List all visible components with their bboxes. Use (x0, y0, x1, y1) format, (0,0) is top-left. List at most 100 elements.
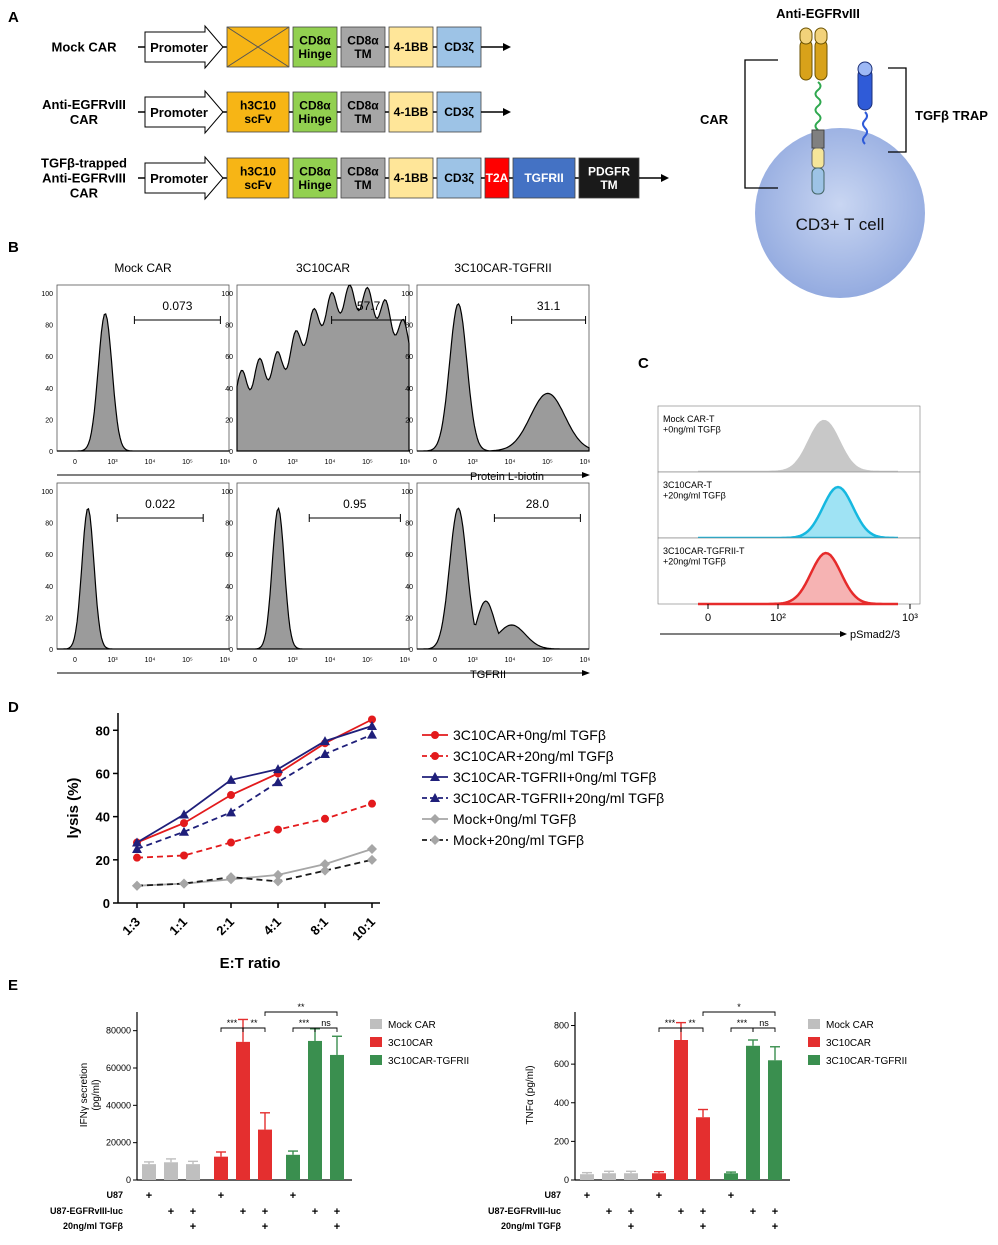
construct-segment (578, 157, 640, 199)
y-tick-label: 80 (405, 323, 413, 330)
significance-bracket (702, 1011, 776, 1016)
legend-swatch (808, 1055, 820, 1065)
x-tick-label: 10³ (287, 459, 298, 466)
y-tick-label: 40 (45, 386, 53, 393)
construct-segment (436, 91, 482, 133)
x-tick-label: 4:1 (260, 914, 284, 938)
series-line (136, 858, 373, 887)
condition-sign: + (772, 1206, 778, 1218)
legend-entry: 3C10CAR-TGFRII+0ng/ml TGFβ (453, 769, 656, 785)
y-tick-label: 0 (564, 1175, 569, 1185)
bar (602, 1173, 616, 1180)
y-tick-label: 100 (401, 291, 413, 298)
significance-label: ** (297, 1002, 305, 1012)
y-tick-label: 40 (405, 386, 413, 393)
significance-label: ** (250, 1018, 258, 1028)
y-tick-label: 0 (103, 896, 110, 911)
flow-axis-label: Protein L-biotin (470, 471, 544, 483)
bar (164, 1162, 178, 1180)
condition-sign: + (262, 1206, 268, 1218)
segment-label: CD3ζ (444, 105, 474, 119)
y-tick-label: 80 (225, 323, 233, 330)
significance-bracket (314, 1027, 338, 1032)
significance-label: *** (299, 1018, 310, 1028)
significance-bracket (264, 1011, 338, 1016)
panel-d: D 0 20 40 60 80 1:3 1:1 2:1 4:1 8:1 10:1 lysis (%) E… (8, 699, 664, 972)
y-tick-label: 80000 (106, 1026, 131, 1036)
y-tick-label: 0 (49, 647, 53, 654)
bar (186, 1164, 200, 1180)
construct-segment (436, 157, 482, 199)
series-line (136, 725, 373, 844)
condition-sign: + (772, 1221, 778, 1233)
data-point (321, 814, 329, 823)
promoter-label: Promoter (150, 40, 208, 55)
data-point (273, 876, 283, 887)
gate-percentage: 0.022 (145, 497, 175, 511)
x-tick-label: 10⁵ (362, 657, 373, 664)
data-point (180, 851, 188, 860)
track-label: 3C10CAR-T (663, 480, 713, 490)
data-point (132, 844, 142, 854)
y-tick-label: 800 (554, 1021, 569, 1031)
data-point (179, 809, 189, 819)
x-axis-label: E:T ratio (220, 955, 281, 972)
y-tick-label: 60 (45, 552, 53, 559)
segment-label: TM (600, 178, 617, 192)
data-point (367, 729, 377, 739)
condition-sign: + (168, 1206, 174, 1218)
track-label: 3C10CAR-TGFRII-T (663, 546, 745, 556)
legend-entry: 3C10CAR+0ng/ml TGFβ (453, 727, 606, 743)
construct-name: CAR (70, 186, 99, 201)
bar (308, 1040, 322, 1180)
condition-sign: + (190, 1221, 196, 1233)
x-tick-label: 10³ (467, 657, 478, 664)
series-line (136, 802, 373, 859)
y-tick-label: 80 (96, 723, 110, 738)
condition-sign: + (218, 1190, 224, 1202)
condition-sign: + (584, 1190, 590, 1202)
data-point (226, 774, 236, 784)
x-tick-label: 10⁴ (145, 657, 156, 664)
x-tick-label: 10⁵ (542, 459, 553, 466)
segment-label: CD8α (299, 164, 331, 178)
segment-label: CD8α (299, 98, 331, 112)
construct-segment (226, 157, 290, 199)
x-tick-label: 0 (73, 459, 77, 466)
x-tick-label: 10⁶ (400, 459, 411, 466)
x-tick-label: 10⁶ (400, 657, 411, 664)
data-point (226, 872, 236, 883)
car-label: CAR (700, 112, 729, 127)
segment-label: T2A (486, 171, 509, 185)
panel-label-d: D (8, 699, 19, 716)
segment-label: h3C10 (240, 164, 276, 178)
panel-e: E 0 20000 40000 60000 80000 IFNγ secretion (pg… (8, 977, 907, 1233)
car-bracket (744, 59, 778, 189)
y-tick-label: 0 (126, 1175, 131, 1185)
panel-label-e: E (8, 977, 18, 994)
segment-label: 4-1BB (394, 40, 429, 54)
data-point (132, 880, 142, 891)
segment-label: h3C10 (240, 98, 276, 112)
legend-marker (430, 772, 440, 781)
bar (696, 1117, 710, 1180)
condition-label: U87 (106, 1190, 123, 1200)
panel-label-b: B (8, 239, 19, 256)
legend-entry: 3C10CAR (388, 1038, 433, 1049)
data-point (320, 749, 330, 759)
y-tick-label: 0 (229, 647, 233, 654)
anti-egfrviii-antibody-icon (799, 27, 828, 195)
legend-entry: 3C10CAR-TGFRII (826, 1056, 907, 1067)
y-tick-label: 40 (45, 584, 53, 591)
arrow-head-icon (661, 174, 669, 182)
bar (286, 1154, 300, 1180)
x-tick-label: 10⁵ (362, 459, 373, 466)
x-tick-label: 10³ (107, 459, 118, 466)
data-point (320, 736, 330, 746)
flow-column-title: 3C10CAR-TGFRII (454, 261, 551, 275)
segment-label: Hinge (298, 47, 332, 61)
condition-sign: + (146, 1190, 152, 1202)
